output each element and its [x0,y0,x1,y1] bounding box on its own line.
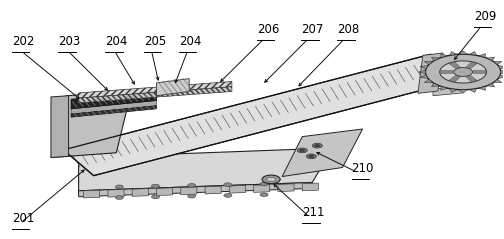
Text: 211: 211 [302,206,325,219]
Polygon shape [466,62,477,68]
Polygon shape [84,190,100,198]
Circle shape [300,149,305,152]
Polygon shape [449,62,460,68]
Polygon shape [282,129,362,177]
Polygon shape [431,83,439,87]
Text: 210: 210 [351,162,374,175]
Polygon shape [459,51,467,54]
Text: 209: 209 [474,10,496,23]
Polygon shape [466,76,477,82]
Circle shape [267,177,276,181]
Polygon shape [79,182,312,197]
Polygon shape [500,70,504,74]
Polygon shape [132,189,148,196]
Polygon shape [79,81,232,98]
Text: 207: 207 [301,23,324,36]
Polygon shape [181,187,197,195]
Polygon shape [51,91,132,158]
Polygon shape [229,185,245,193]
Polygon shape [205,186,221,194]
Circle shape [260,182,268,186]
Polygon shape [479,54,485,58]
Polygon shape [424,61,432,65]
Polygon shape [51,96,69,158]
Polygon shape [440,87,448,90]
Circle shape [454,68,473,76]
Circle shape [187,194,196,198]
Circle shape [152,184,160,188]
Text: 205: 205 [144,35,166,48]
Circle shape [115,196,123,200]
Polygon shape [494,79,502,82]
Text: 204: 204 [179,35,202,48]
Polygon shape [433,86,463,96]
Circle shape [115,185,123,189]
Circle shape [306,154,317,159]
Text: 208: 208 [338,23,360,36]
Polygon shape [64,54,461,176]
Polygon shape [487,83,495,87]
Polygon shape [420,66,428,69]
Circle shape [224,194,232,197]
Text: 206: 206 [257,23,279,36]
Circle shape [187,184,196,187]
Polygon shape [418,70,425,74]
Polygon shape [479,87,485,90]
Polygon shape [494,61,502,65]
Polygon shape [71,91,157,109]
Circle shape [297,148,307,153]
Polygon shape [450,52,457,55]
Circle shape [260,193,268,197]
Polygon shape [424,79,432,82]
Polygon shape [420,75,428,78]
Circle shape [309,155,314,158]
Polygon shape [450,89,457,92]
Polygon shape [431,57,439,61]
Circle shape [224,183,232,187]
Circle shape [312,143,323,148]
Polygon shape [440,54,448,58]
Text: 203: 203 [58,35,81,48]
Text: 201: 201 [12,212,34,225]
Text: 202: 202 [12,35,34,48]
Polygon shape [71,106,157,117]
Polygon shape [254,185,270,192]
Polygon shape [79,148,333,191]
Text: 204: 204 [105,35,128,48]
Polygon shape [459,90,467,93]
Polygon shape [469,89,476,92]
Polygon shape [157,79,189,96]
Polygon shape [449,76,460,82]
Circle shape [152,195,160,199]
Polygon shape [440,70,453,74]
Polygon shape [487,57,495,61]
Polygon shape [157,188,172,196]
Polygon shape [278,184,294,192]
Polygon shape [473,70,485,74]
Circle shape [262,175,280,184]
Polygon shape [469,52,476,55]
Circle shape [439,61,486,83]
Polygon shape [71,100,157,114]
Circle shape [425,54,501,90]
Polygon shape [418,53,443,93]
Polygon shape [79,87,232,103]
Polygon shape [498,66,504,69]
Polygon shape [302,183,319,191]
Circle shape [315,144,320,147]
Polygon shape [108,189,124,197]
Polygon shape [498,75,504,78]
